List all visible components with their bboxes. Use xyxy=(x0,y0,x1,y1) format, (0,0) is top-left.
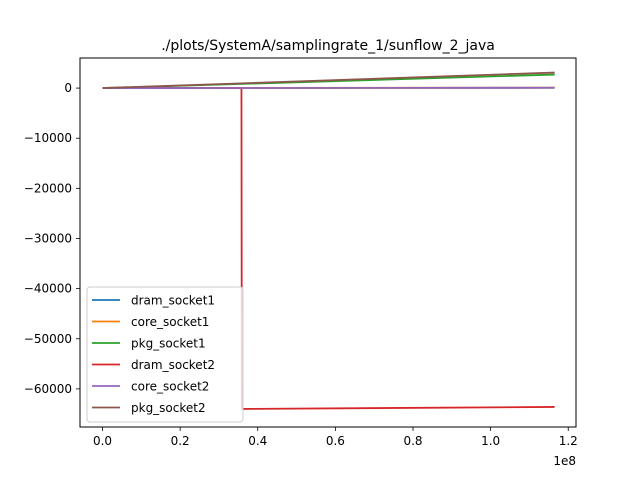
legend-label: dram_socket1 xyxy=(131,294,215,308)
x-tick-label: 1.0 xyxy=(481,434,500,448)
y-tick-label: −60000 xyxy=(24,382,72,396)
y-tick-label: −20000 xyxy=(24,181,72,195)
legend-label: pkg_socket1 xyxy=(131,337,206,351)
legend: dram_socket1 core_socket1 pkg_socket1 dram_… xyxy=(87,287,243,422)
x-tick-label: 0.6 xyxy=(326,434,345,448)
y-tick-label: 0 xyxy=(64,81,72,95)
legend-label: pkg_socket2 xyxy=(131,401,206,415)
legend-label: dram_socket2 xyxy=(131,358,215,372)
x-tick-label: 0.0 xyxy=(93,434,112,448)
legend-label: core_socket1 xyxy=(131,315,209,329)
y-tick-label: −10000 xyxy=(24,131,72,145)
y-tick-label: −40000 xyxy=(24,282,72,296)
chart-title: ./plots/SystemA/samplingrate_1/sunflow_2… xyxy=(161,38,495,54)
x-tick-label: 0.2 xyxy=(171,434,190,448)
x-tick-label: 0.4 xyxy=(248,434,267,448)
y-tick-label: −50000 xyxy=(24,332,72,346)
legend-label: core_socket2 xyxy=(131,380,209,394)
x-tick-label: 1.2 xyxy=(559,434,578,448)
y-tick-label: −30000 xyxy=(24,231,72,245)
x-tick-label: 0.8 xyxy=(403,434,422,448)
x-offset-label: 1e8 xyxy=(553,454,576,468)
